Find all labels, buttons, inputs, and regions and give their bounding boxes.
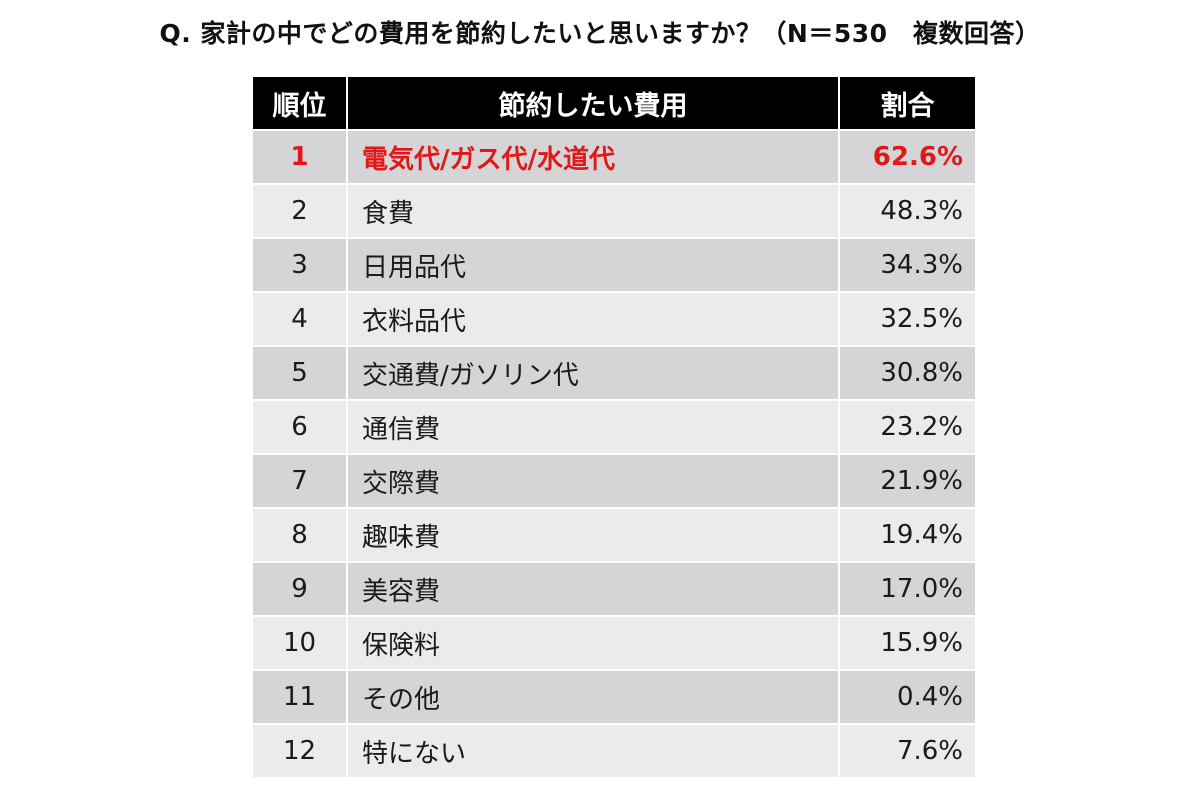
expense-item-cell: 日用品代 (346, 239, 838, 291)
rank-cell: 5 (291, 358, 308, 388)
rank-cell: 3 (291, 250, 308, 280)
header-percentage: 割合 (838, 77, 975, 129)
table-row: 5 交通費/ガソリン代 30.8% (253, 345, 975, 399)
rank-cell: 9 (291, 574, 308, 604)
table-row: 7 交際費 21.9% (253, 453, 975, 507)
rank-cell: 2 (291, 196, 308, 226)
expense-item-cell: 通信費 (346, 401, 838, 453)
percentage-cell: 7.6% (838, 725, 975, 777)
table-header-row: 順位 節約したい費用 割合 (253, 77, 975, 129)
table-row: 12 特にない 7.6% (253, 723, 975, 777)
expense-item-cell: 交際費 (346, 455, 838, 507)
percentage-cell: 15.9% (838, 617, 975, 669)
percentage-cell: 19.4% (838, 509, 975, 561)
rank-cell: 7 (291, 466, 308, 496)
survey-question-title: Q. 家計の中でどの費用を節約したいと思いますか？（N＝530 複数回答） (159, 19, 1041, 48)
expense-item-cell: 趣味費 (346, 509, 838, 561)
table-row: 4 衣料品代 32.5% (253, 291, 975, 345)
rank-cell: 8 (291, 520, 308, 550)
rank-cell: 10 (282, 628, 317, 658)
expense-item-cell: 特にない (346, 725, 838, 777)
percentage-cell: 48.3% (838, 185, 975, 237)
table-row: 10 保険料 15.9% (253, 615, 975, 669)
table-row: 8 趣味費 19.4% (253, 507, 975, 561)
percentage-cell: 17.0% (838, 563, 975, 615)
rank-cell: 11 (282, 682, 317, 712)
rank-cell: 1 (290, 142, 309, 172)
expense-item-cell: 交通費/ガソリン代 (346, 347, 838, 399)
expense-item-cell: 電気代/ガス代/水道代 (346, 131, 838, 183)
percentage-cell: 30.8% (838, 347, 975, 399)
expense-item-cell: 食費 (346, 185, 838, 237)
percentage-cell: 34.3% (838, 239, 975, 291)
percentage-cell: 23.2% (838, 401, 975, 453)
table-row: 11 その他 0.4% (253, 669, 975, 723)
rank-cell: 6 (291, 412, 308, 442)
table-row: 1 電気代/ガス代/水道代 62.6% (253, 129, 975, 183)
header-rank: 順位 (272, 90, 327, 122)
rank-cell: 4 (291, 304, 308, 334)
table-row: 6 通信費 23.2% (253, 399, 975, 453)
table-row: 2 食費 48.3% (253, 183, 975, 237)
percentage-cell: 32.5% (838, 293, 975, 345)
rank-cell: 12 (282, 736, 317, 766)
percentage-cell: 21.9% (838, 455, 975, 507)
table-row: 3 日用品代 34.3% (253, 237, 975, 291)
percentage-cell: 0.4% (838, 671, 975, 723)
percentage-cell: 62.6% (838, 131, 975, 183)
table-row: 9 美容費 17.0% (253, 561, 975, 615)
ranking-table: 順位 節約したい費用 割合 1 電気代/ガス代/水道代 62.6% 2 食費 48.3% 3… (253, 77, 975, 777)
expense-item-cell: 衣料品代 (346, 293, 838, 345)
expense-item-cell: 美容費 (346, 563, 838, 615)
header-item: 節約したい費用 (346, 77, 838, 129)
expense-item-cell: その他 (346, 671, 838, 723)
expense-item-cell: 保険料 (346, 617, 838, 669)
